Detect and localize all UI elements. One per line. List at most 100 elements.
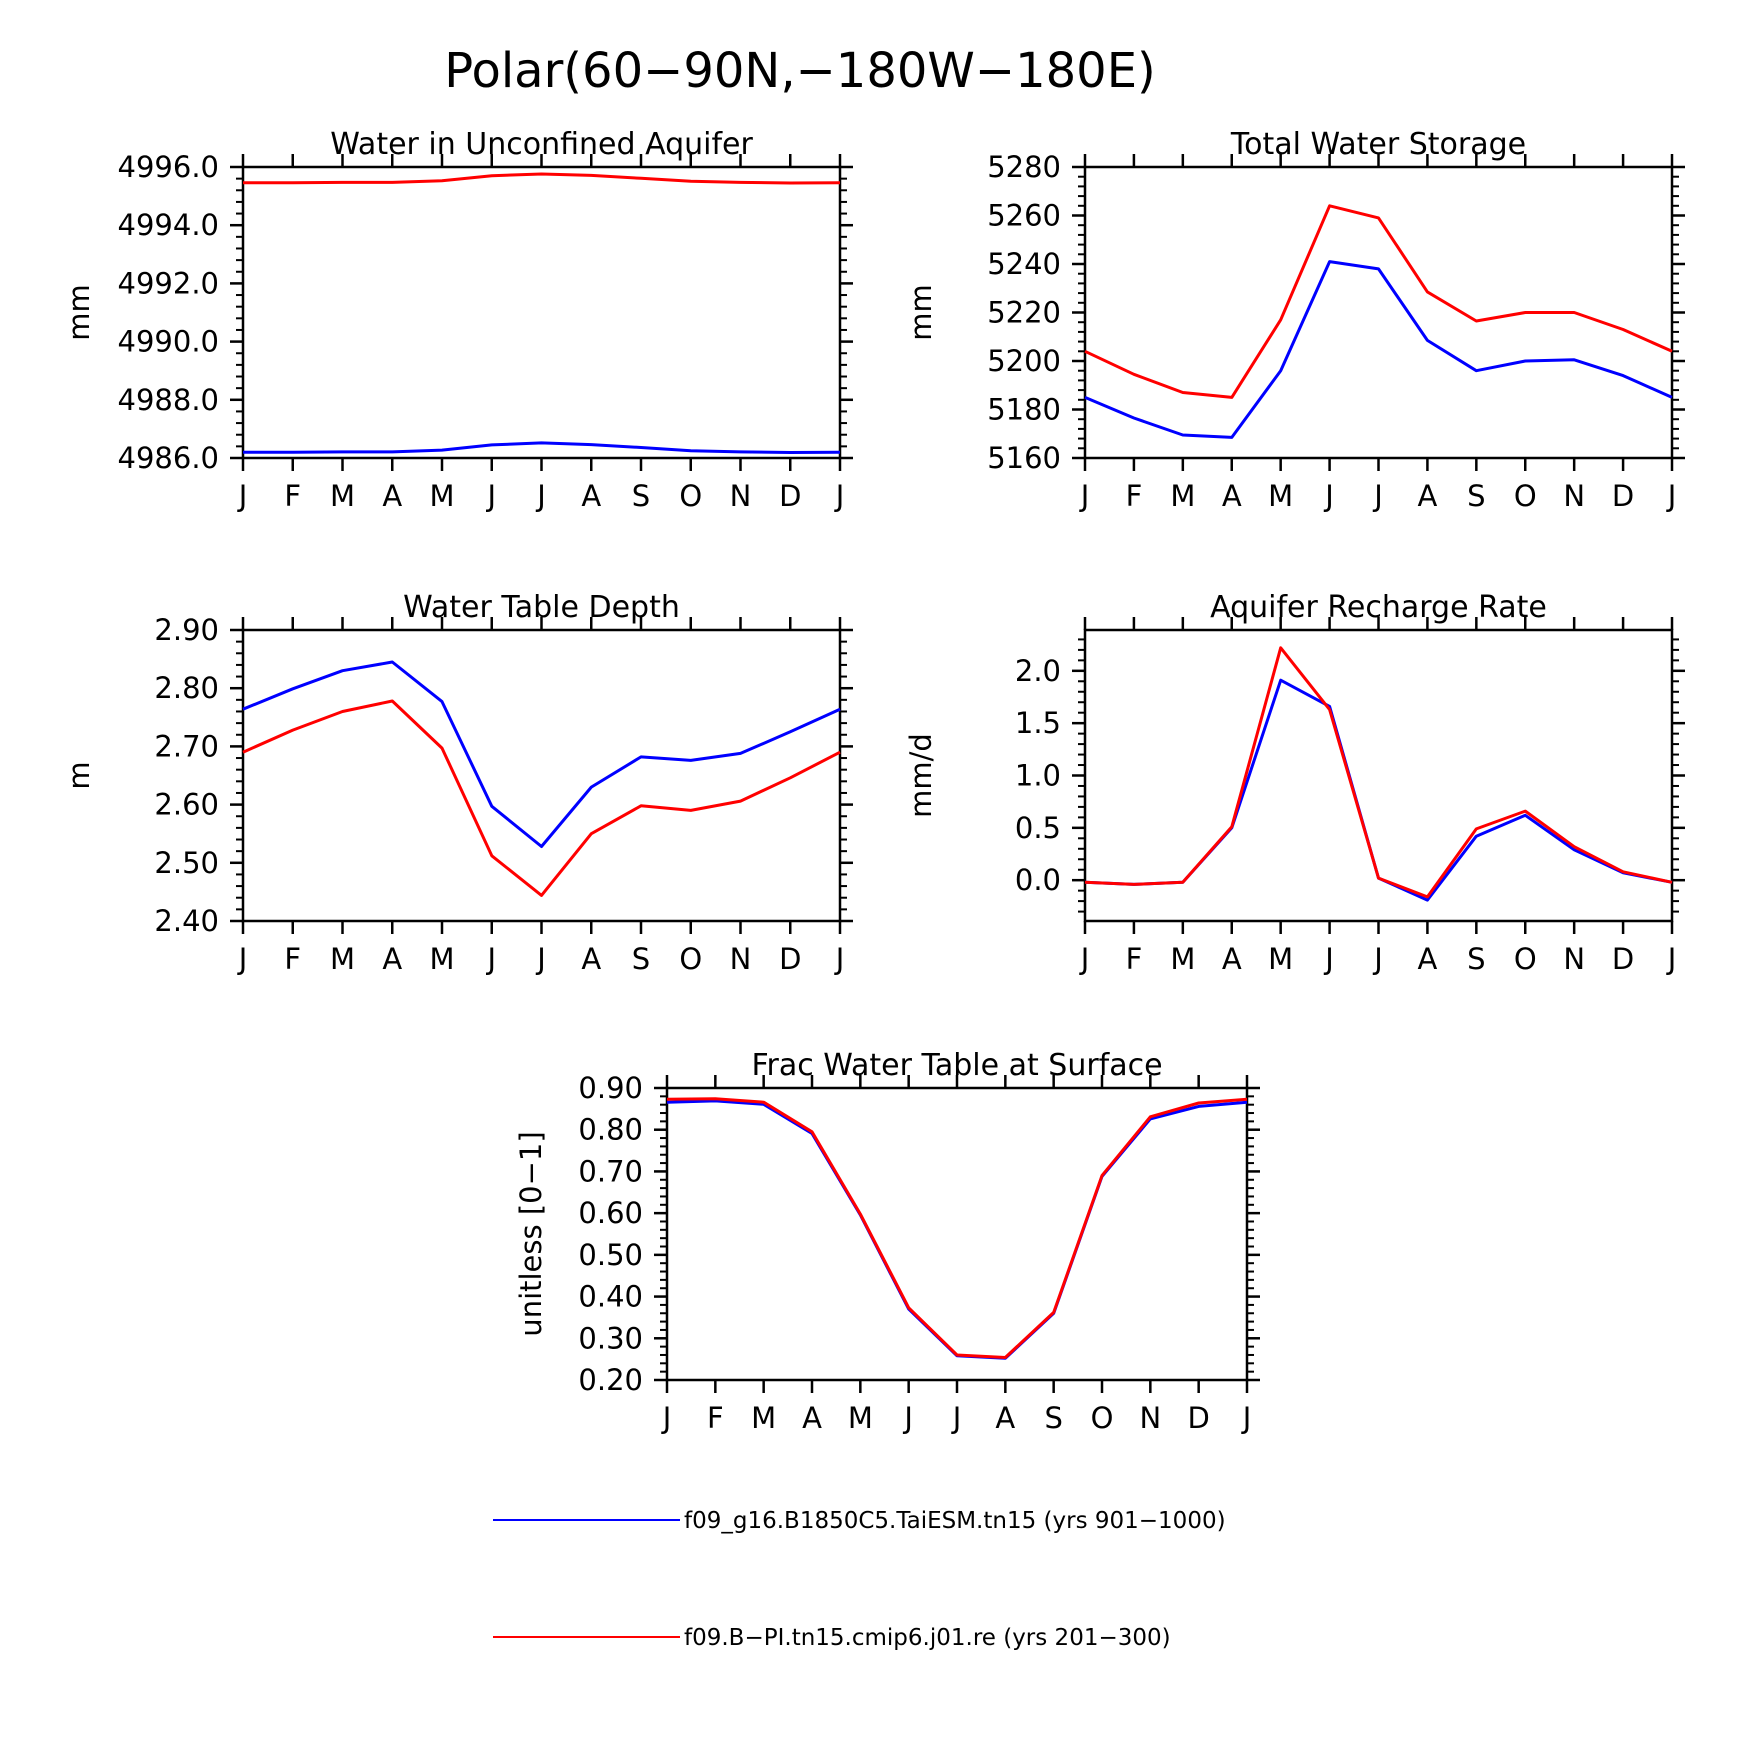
x-tick-label: O: [679, 942, 702, 976]
x-tick-label: M: [330, 479, 355, 513]
x-tick-label: O: [1514, 942, 1537, 976]
y-tick-label: 5260: [987, 199, 1061, 233]
x-tick-label: M: [429, 942, 454, 976]
y-tick-label: 0.0: [1015, 863, 1061, 897]
y-tick-label: 4992.0: [118, 266, 219, 300]
y-axis-label: mm/d: [904, 733, 938, 818]
y-tick-label: 2.60: [154, 788, 219, 822]
x-tick-label: S: [632, 942, 650, 976]
x-tick-label: O: [1091, 1401, 1114, 1435]
x-tick-label: A: [581, 479, 601, 513]
x-tick-label: D: [1612, 479, 1634, 513]
y-axis-label: m: [62, 761, 96, 789]
x-tick-label: A: [382, 942, 402, 976]
x-tick-label: F: [1126, 479, 1143, 513]
x-tick-label: J: [834, 479, 845, 513]
y-tick-label: 2.80: [154, 671, 219, 705]
y-tick-label: 0.90: [578, 1071, 643, 1105]
x-tick-label: S: [1467, 942, 1485, 976]
y-tick-label: 4986.0: [118, 441, 219, 475]
series-line-2: [1084, 204, 1673, 399]
y-tick-label: 2.90: [154, 613, 219, 647]
y-tick-label: 1.5: [1015, 706, 1061, 740]
x-tick-label: F: [1126, 942, 1143, 976]
main-title: Polar(60−90N,−180W−180E): [444, 43, 1156, 99]
x-tick-label: J: [535, 479, 546, 513]
x-tick-label: A: [1222, 942, 1242, 976]
y-tick-label: 4994.0: [118, 208, 219, 242]
x-tick-label: A: [1417, 942, 1437, 976]
x-tick-label: J: [535, 942, 546, 976]
y-tick-label: 5240: [987, 247, 1061, 281]
x-tick-label: F: [284, 942, 301, 976]
series-line-2: [666, 1097, 1248, 1359]
x-tick-label: F: [284, 479, 301, 513]
y-tick-label: 5280: [987, 150, 1061, 184]
legend-label-1: f09_g16.B1850C5.TaiESM.tn15 (yrs 901−100…: [684, 1508, 1226, 1534]
x-tick-label: A: [1417, 479, 1437, 513]
legend: f09_g16.B1850C5.TaiESM.tn15 (yrs 901−100…: [493, 1508, 1226, 1651]
x-tick-label: D: [1612, 942, 1634, 976]
x-tick-label: J: [237, 479, 248, 513]
y-tick-label: 5160: [987, 441, 1061, 475]
x-tick-label: J: [1372, 942, 1383, 976]
x-tick-label: J: [485, 479, 496, 513]
x-tick-label: J: [1079, 942, 1090, 976]
y-tick-label: 0.50: [578, 1238, 643, 1272]
x-tick-label: M: [330, 942, 355, 976]
x-tick-label: N: [730, 479, 752, 513]
y-axis-label: mm: [62, 284, 96, 341]
x-tick-label: M: [848, 1401, 873, 1435]
x-tick-label: S: [632, 479, 650, 513]
x-tick-label: S: [1467, 479, 1485, 513]
x-tick-label: M: [429, 479, 454, 513]
x-tick-label: N: [730, 942, 752, 976]
y-tick-label: 1.0: [1015, 759, 1061, 793]
x-tick-label: A: [802, 1401, 822, 1435]
series-line-1: [666, 1099, 1248, 1360]
y-tick-label: 0.20: [578, 1363, 643, 1397]
x-tick-label: J: [1323, 942, 1334, 976]
series-line-2: [1084, 646, 1673, 899]
x-tick-label: A: [382, 479, 402, 513]
series-line-2: [242, 699, 841, 897]
x-tick-label: D: [779, 479, 801, 513]
x-tick-label: M: [751, 1401, 776, 1435]
series-line-1: [1084, 678, 1673, 902]
x-tick-label: S: [1044, 1401, 1062, 1435]
y-tick-label: 2.50: [154, 846, 219, 880]
y-axis-label: unitless [0−1]: [514, 1131, 548, 1336]
y-tick-label: 0.70: [578, 1154, 643, 1188]
x-tick-label: J: [1666, 479, 1677, 513]
x-tick-label: J: [1323, 479, 1334, 513]
x-tick-label: A: [581, 942, 601, 976]
y-tick-label: 2.40: [154, 904, 219, 938]
y-tick-label: 0.5: [1015, 811, 1061, 845]
x-tick-label: J: [902, 1401, 913, 1435]
x-tick-label: J: [834, 942, 845, 976]
x-tick-label: J: [1241, 1401, 1252, 1435]
x-tick-label: J: [1666, 942, 1677, 976]
x-tick-label: M: [1170, 479, 1195, 513]
y-tick-label: 2.70: [154, 729, 219, 763]
x-tick-label: N: [1563, 942, 1585, 976]
x-tick-label: J: [1079, 479, 1090, 513]
x-tick-label: J: [1372, 479, 1383, 513]
x-tick-label: N: [1563, 479, 1585, 513]
plot-frame: [241, 165, 842, 460]
x-tick-label: M: [1170, 942, 1195, 976]
series-line-1: [1084, 260, 1673, 439]
y-tick-label: 0.80: [578, 1113, 643, 1147]
y-tick-label: 4990.0: [118, 325, 219, 359]
x-tick-label: O: [679, 479, 702, 513]
y-tick-label: 5200: [987, 344, 1061, 378]
y-tick-label: 5220: [987, 296, 1061, 330]
plot-frame: [1083, 165, 1674, 460]
